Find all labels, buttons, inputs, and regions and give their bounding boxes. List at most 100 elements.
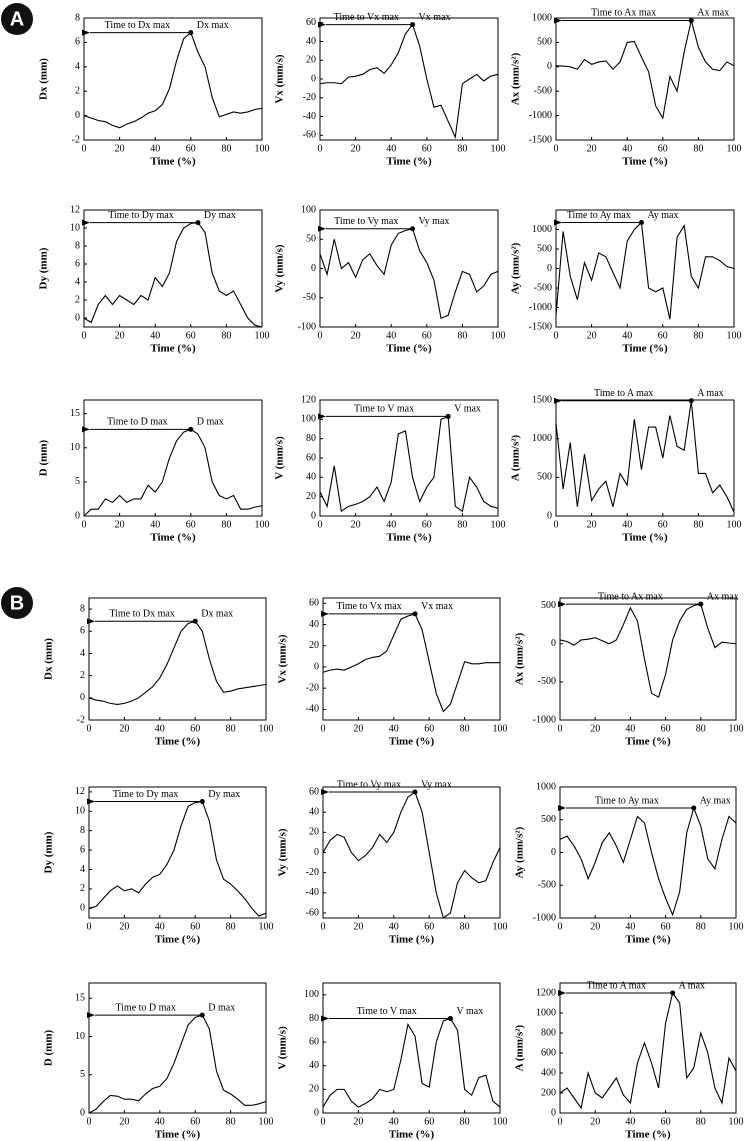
- x-tick-label: 80: [693, 330, 703, 341]
- y-tick-label: -20: [306, 682, 319, 693]
- x-tick-label: 0: [318, 330, 323, 341]
- y-tick-label: 60: [306, 452, 316, 463]
- data-line: [88, 1014, 267, 1114]
- y-tick-label: 0: [75, 110, 80, 121]
- annotation-text: Time to Vy max: [334, 216, 398, 227]
- x-tick-label: 100: [727, 519, 742, 530]
- x-tick-label: 100: [493, 723, 508, 734]
- data-line: [559, 806, 737, 917]
- x-axis-label: Time (%): [622, 156, 668, 168]
- x-tick-label: 40: [389, 723, 399, 734]
- annotation-text: Time to Ay max: [567, 210, 631, 221]
- y-tick-label: -60: [306, 907, 319, 918]
- x-tick-label: 80: [457, 143, 467, 154]
- y-axis-label: Dx (mm): [43, 638, 55, 680]
- plot-frame: [555, 17, 735, 141]
- peak-marker: [195, 220, 201, 226]
- y-axis-label: Vx (mm/s): [274, 54, 286, 104]
- data-line: [322, 791, 501, 919]
- y-tick-label: -1000: [533, 714, 556, 725]
- plot-frame: [555, 209, 735, 328]
- x-tick-label: 40: [622, 330, 632, 341]
- peak-marker: [192, 618, 198, 624]
- annotation-text: Time to V max: [354, 404, 414, 415]
- y-tick-label: 0: [314, 847, 319, 858]
- x-tick-label: 100: [491, 519, 506, 530]
- plot-frame: [559, 786, 737, 919]
- x-tick-label: 0: [321, 921, 326, 932]
- y-tick-label: 15: [75, 993, 85, 1004]
- peak-marker: [199, 799, 205, 805]
- peak-label: Vy max: [419, 216, 450, 227]
- y-axis-label: Vy (mm/s): [274, 244, 286, 293]
- x-tick-label: 100: [491, 143, 506, 154]
- y-tick-label: 0: [80, 692, 85, 703]
- x-tick-label: 80: [221, 143, 231, 154]
- x-tick-label: 0: [554, 330, 559, 341]
- y-tick-label: -1500: [529, 134, 552, 145]
- peak-label: A max: [697, 388, 723, 399]
- x-tick-label: 40: [150, 519, 160, 530]
- y-tick-label: 20: [306, 491, 316, 502]
- x-tick-label: 0: [82, 519, 87, 530]
- x-tick-label: 80: [693, 519, 703, 530]
- x-tick-label: 0: [87, 723, 92, 734]
- annotation-text: Time to A max: [594, 388, 653, 399]
- x-tick-label: 60: [190, 1116, 200, 1127]
- x-tick-label: 100: [729, 921, 744, 932]
- y-tick-label: -20: [306, 867, 319, 878]
- x-tick-label: 40: [155, 921, 165, 932]
- peak-label: Dy max: [208, 789, 240, 800]
- x-tick-label: 0: [554, 143, 559, 154]
- panel-badge: [1, 3, 33, 35]
- x-tick-label: 60: [424, 723, 434, 734]
- y-tick-label: 800: [541, 1027, 556, 1038]
- x-tick-label: 0: [82, 143, 87, 154]
- peak-label: D max: [208, 1002, 235, 1013]
- data-line: [555, 20, 735, 120]
- peak-marker: [688, 17, 694, 23]
- y-tick-label: 1000: [532, 224, 552, 235]
- peak-label: Ax max: [707, 591, 739, 602]
- x-tick-label: 80: [221, 330, 231, 341]
- x-tick-label: 20: [351, 143, 361, 154]
- annotation-text: Time to Vy max: [337, 779, 401, 790]
- x-axis-label: Time (%): [150, 156, 196, 168]
- x-axis-label: Time (%): [155, 1129, 201, 1141]
- peak-marker: [410, 22, 416, 28]
- x-tick-label: 0: [558, 921, 563, 932]
- y-tick-label: -2: [72, 134, 80, 145]
- peak-marker: [188, 30, 194, 36]
- annotation-text: Time to D max: [115, 1002, 175, 1013]
- y-axis-label: Dy (mm): [43, 831, 55, 873]
- y-tick-label: -60: [303, 130, 316, 141]
- y-tick-label: 10: [75, 806, 85, 817]
- y-tick-label: -40: [303, 111, 316, 122]
- x-axis-label: Time (%): [155, 736, 201, 748]
- x-tick-label: 20: [351, 330, 361, 341]
- y-tick-label: 0: [551, 638, 556, 649]
- y-tick-label: 4: [80, 648, 85, 659]
- peak-marker: [412, 611, 418, 617]
- y-axis-label: A (mm/s²): [510, 434, 522, 481]
- x-tick-label: 0: [87, 1116, 92, 1127]
- y-axis-label: D (mm): [43, 1029, 55, 1066]
- y-tick-label: 1000: [532, 433, 552, 444]
- x-tick-label: 60: [661, 723, 671, 734]
- data-line: [83, 428, 263, 517]
- x-tick-label: 60: [422, 519, 432, 530]
- y-tick-label: 80: [309, 1013, 319, 1024]
- plot-frame: [83, 399, 263, 517]
- y-tick-label: 0: [314, 1107, 319, 1118]
- x-tick-label: 40: [386, 330, 396, 341]
- y-tick-label: 8: [80, 825, 85, 836]
- x-tick-label: 0: [318, 519, 323, 530]
- y-tick-label: 0: [311, 73, 316, 84]
- y-tick-label: 8: [80, 603, 85, 614]
- y-axis-label: A (mm/s²): [514, 1024, 526, 1071]
- y-tick-label: -1000: [529, 302, 552, 313]
- peak-marker: [447, 1015, 453, 1021]
- peak-label: Dy max: [204, 210, 236, 221]
- y-tick-label: 2: [75, 85, 80, 96]
